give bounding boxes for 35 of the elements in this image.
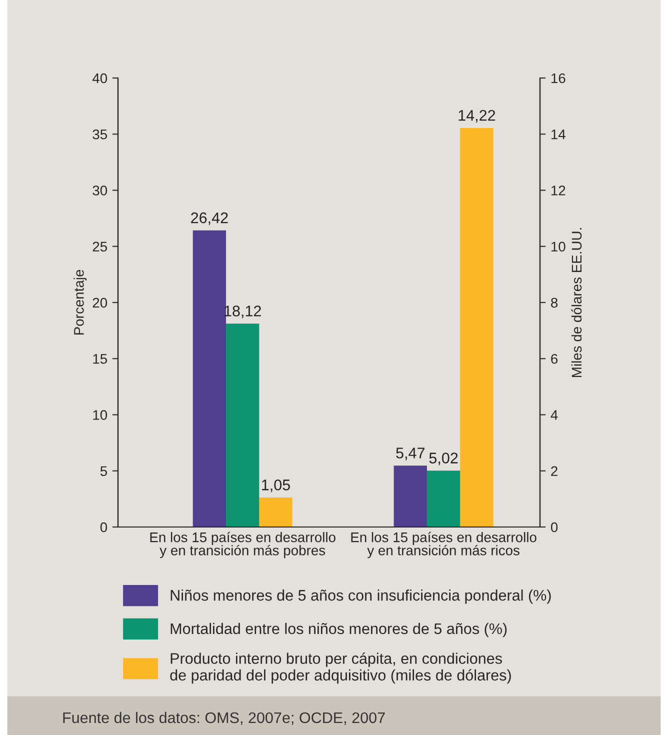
y-axis-title: Porcentaje [74, 270, 87, 335]
y-tick-label: 5 [100, 466, 107, 476]
x-tick-label: En los 15 países en desarrollo y en transición más pobres [150, 532, 336, 558]
y2-axis-title: Miles de dólares EE.UU. [571, 228, 582, 378]
y2-tick-label: 16 [551, 73, 566, 84]
source-note: Fuente de los datos: OMS, 2007e; OCDE, 2007 [63, 712, 385, 725]
y2-tick-label: 6 [551, 354, 558, 364]
y-tick-label: 35 [92, 129, 108, 140]
y2-tick-label: 8 [551, 298, 558, 308]
y-tick-label: 40 [92, 73, 108, 84]
legend-label: Producto interno bruto per cápita, en condiciones de paridad del poder adquisitivo (miles de dólares) [170, 652, 511, 684]
y-tick-label: 15 [93, 354, 108, 364]
y2-tick-label: 14 [551, 130, 566, 140]
bar [394, 466, 427, 527]
data-label: 14,22 [458, 110, 496, 123]
data-label: 5,02 [429, 452, 458, 466]
y2-tick-label: 2 [551, 466, 558, 476]
data-label: 5,47 [396, 448, 424, 460]
data-label: 26,42 [191, 212, 228, 226]
y2-tick-label: 12 [551, 186, 566, 196]
legend-label: Niños menores de 5 años con insuficiencia ponderal (%) [170, 590, 551, 604]
bar [226, 324, 260, 527]
x-tick-label: En los 15 países en desarrollo y en transición más ricos [351, 532, 536, 558]
bar [426, 470, 460, 527]
legend-label: Mortalidad entre los niños menores de 5 años (%) [170, 622, 507, 638]
y2-tick-label: 10 [551, 242, 566, 252]
y-tick-label: 0 [100, 522, 108, 532]
y-tick-label: 25 [92, 242, 108, 252]
y2-tick-label: 0 [550, 522, 558, 532]
y-tick-label: 20 [92, 298, 108, 308]
bar [192, 230, 226, 527]
y-tick-label: 30 [92, 186, 108, 196]
data-label: 1,05 [262, 480, 290, 492]
y-tick-label: 10 [93, 410, 108, 420]
y2-tick-label: 4 [550, 410, 558, 420]
